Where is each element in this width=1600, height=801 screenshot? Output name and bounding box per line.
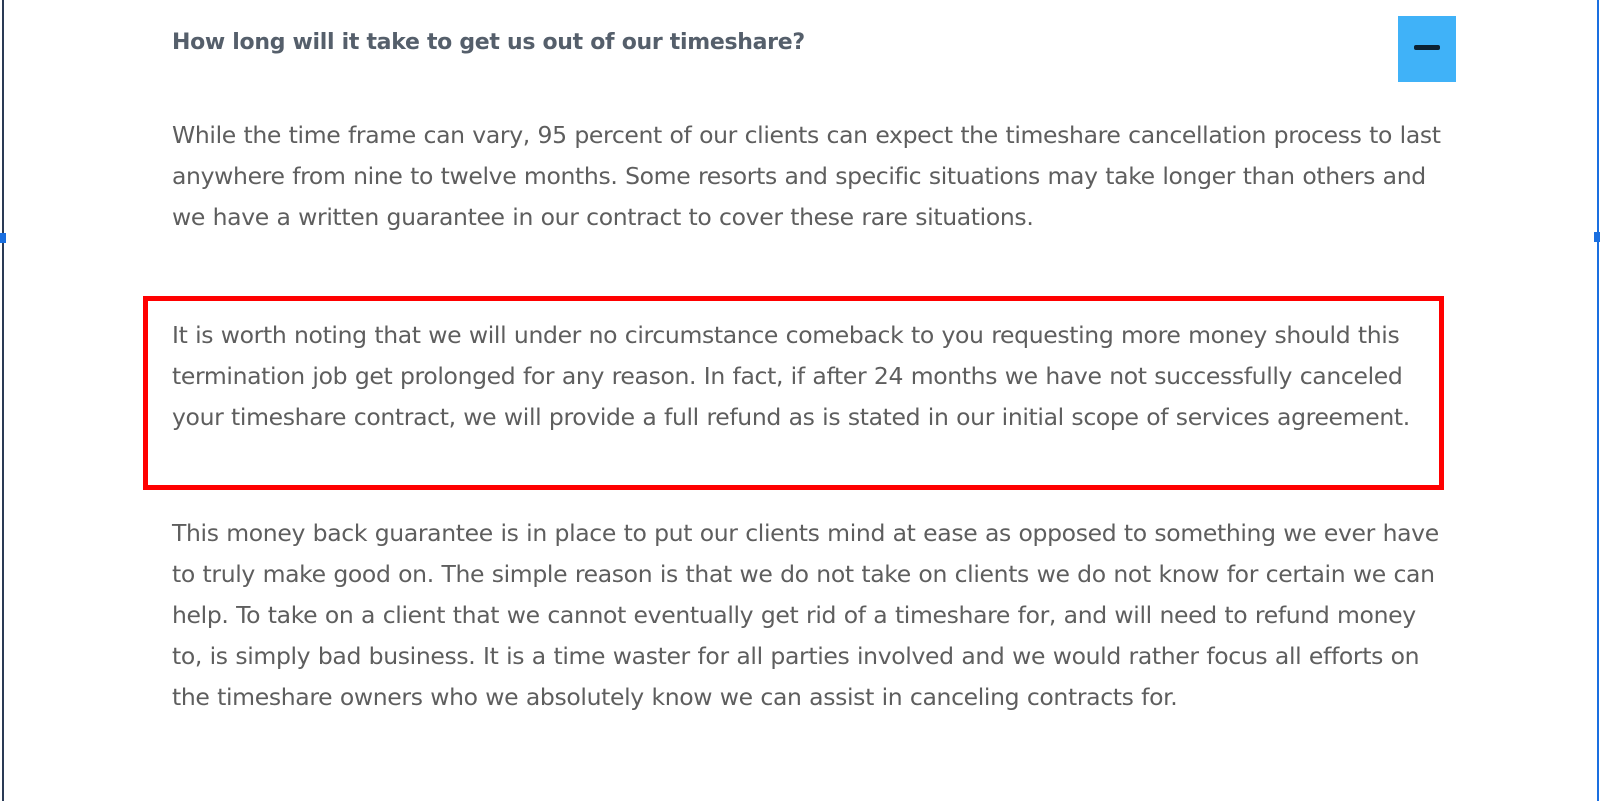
answer-paragraph: This money back guarantee is in place to… xyxy=(172,519,1439,711)
answer-paragraph-highlighted: It is worth noting that we will under no… xyxy=(172,321,1410,431)
minus-icon xyxy=(1414,45,1440,50)
resize-handle-right[interactable] xyxy=(1594,232,1600,242)
window-edge-left xyxy=(2,0,4,801)
faq-question[interactable]: How long will it take to get us out of o… xyxy=(172,30,805,55)
resize-handle-left[interactable] xyxy=(0,233,6,243)
window-edge-right xyxy=(1597,0,1599,801)
highlight-box xyxy=(143,296,1444,490)
collapse-toggle-button[interactable] xyxy=(1398,16,1456,82)
answer-paragraph: While the time frame can vary, 95 percen… xyxy=(172,121,1441,231)
